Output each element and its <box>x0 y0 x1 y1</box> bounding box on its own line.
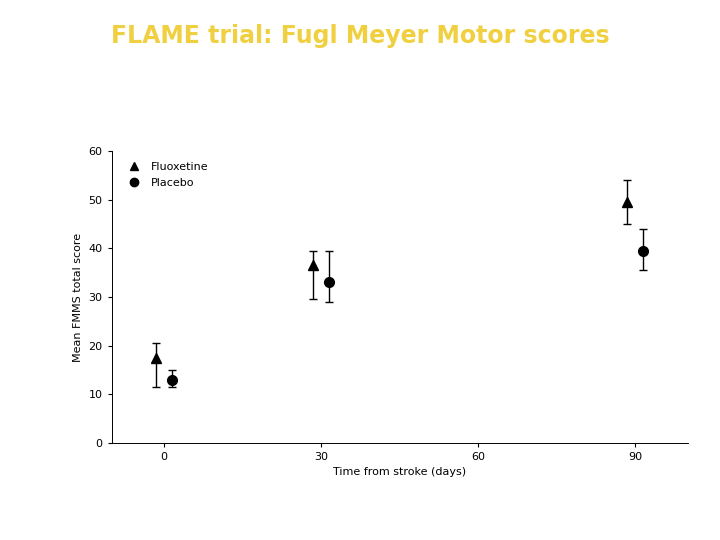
Legend: Fluoxetine, Placebo: Fluoxetine, Placebo <box>117 157 214 193</box>
Y-axis label: Mean FMMS total score: Mean FMMS total score <box>73 232 83 362</box>
Text: Error bars represent 95% CI: Error bars represent 95% CI <box>273 118 447 131</box>
X-axis label: Time from stroke (days): Time from stroke (days) <box>333 468 466 477</box>
Text: Adjusted mean Fugl-Meyer motor scale (FMMS) total scores at days 0, 30, and 90: Adjusted mean Fugl-Meyer motor scale (FM… <box>105 89 615 102</box>
Text: FLAME trial: Fugl Meyer Motor scores: FLAME trial: Fugl Meyer Motor scores <box>111 24 609 49</box>
